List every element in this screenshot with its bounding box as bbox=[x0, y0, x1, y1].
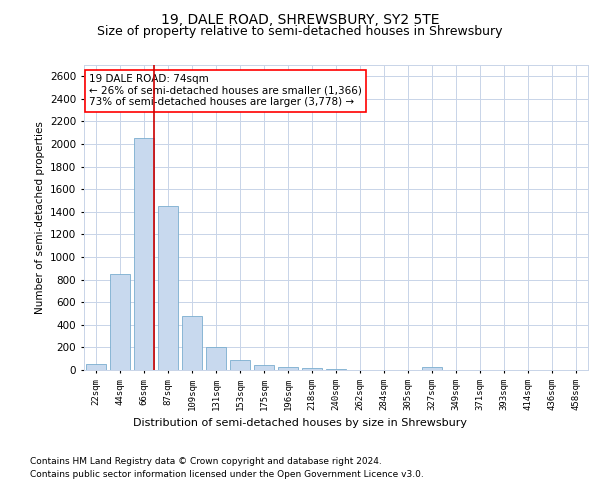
Bar bbox=[110, 274, 130, 370]
Bar bbox=[254, 366, 274, 370]
Text: 19, DALE ROAD, SHREWSBURY, SY2 5TE: 19, DALE ROAD, SHREWSBURY, SY2 5TE bbox=[161, 12, 439, 26]
Bar bbox=[182, 316, 202, 370]
Text: Size of property relative to semi-detached houses in Shrewsbury: Size of property relative to semi-detach… bbox=[97, 25, 503, 38]
Text: Contains public sector information licensed under the Open Government Licence v3: Contains public sector information licen… bbox=[30, 470, 424, 479]
Bar bbox=[278, 367, 298, 370]
Text: Distribution of semi-detached houses by size in Shrewsbury: Distribution of semi-detached houses by … bbox=[133, 418, 467, 428]
Text: Contains HM Land Registry data © Crown copyright and database right 2024.: Contains HM Land Registry data © Crown c… bbox=[30, 458, 382, 466]
Bar bbox=[158, 206, 178, 370]
Bar bbox=[302, 368, 322, 370]
Y-axis label: Number of semi-detached properties: Number of semi-detached properties bbox=[35, 121, 44, 314]
Bar bbox=[86, 364, 106, 370]
Bar bbox=[134, 138, 154, 370]
Bar bbox=[206, 348, 226, 370]
Text: 19 DALE ROAD: 74sqm
← 26% of semi-detached houses are smaller (1,366)
73% of sem: 19 DALE ROAD: 74sqm ← 26% of semi-detach… bbox=[89, 74, 362, 108]
Bar bbox=[422, 366, 442, 370]
Bar bbox=[230, 360, 250, 370]
